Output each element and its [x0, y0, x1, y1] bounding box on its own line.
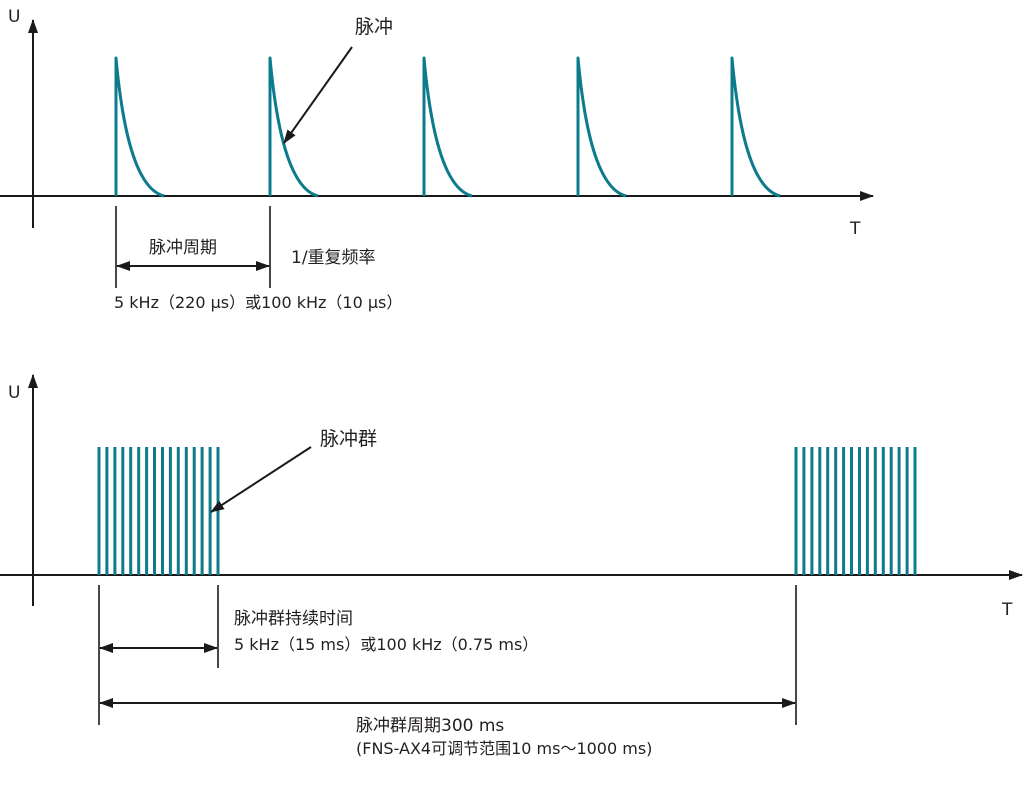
burst-callout-label: 脉冲群 [320, 428, 377, 450]
pulse-burst [794, 447, 917, 575]
top-x-axis-label: T [849, 219, 861, 239]
pulse-train [114, 56, 781, 198]
repetition-rate-label: 1/重复频率 [291, 248, 376, 268]
burst-period-range: (FNS-AX4可调节范围10 ms～1000 ms) [356, 739, 652, 758]
pulse-waveform [422, 56, 473, 198]
pulse-waveform [576, 56, 627, 198]
burst-train [97, 447, 917, 575]
pulse-period-values: 5 kHz（220 µs）或100 kHz（10 µs） [114, 293, 402, 312]
burst-duration-label: 脉冲群持续时间 [234, 609, 353, 629]
top-panel: U T 脉冲 脉冲周期 1/重复频率 5 kHz（220 µs）或100 kHz… [0, 7, 874, 312]
pulse-waveform [730, 56, 781, 198]
burst-period-label: 脉冲群周期300 ms [356, 716, 504, 736]
pulse-period-label: 脉冲周期 [149, 238, 217, 258]
pulse-waveform [268, 56, 319, 198]
bottom-y-axis-label: U [8, 383, 20, 403]
pulse-callout-arrow [283, 46, 353, 144]
bottom-panel: U T 脉冲群 脉冲群持续时间 5 kHz（15 ms）或100 kHz（0.7… [0, 374, 1023, 758]
top-y-axis-label: U [8, 7, 20, 27]
burst-duration-values: 5 kHz（15 ms）或100 kHz（0.75 ms） [234, 635, 538, 654]
burst-callout-arrow [210, 446, 312, 513]
pulse-burst [97, 447, 220, 575]
pulse-callout-label: 脉冲 [355, 16, 393, 38]
bottom-x-axis-label: T [1001, 600, 1013, 620]
pulse-waveform [114, 56, 165, 198]
